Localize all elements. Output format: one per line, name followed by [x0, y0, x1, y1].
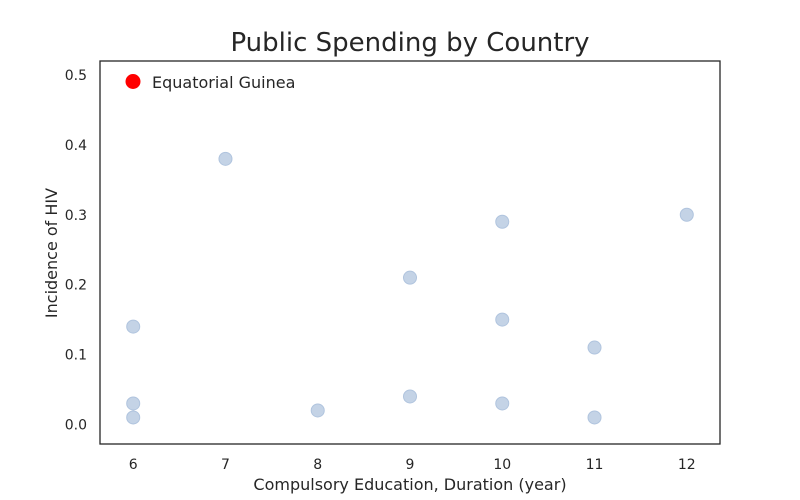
legend-label: Equatorial Guinea — [152, 73, 295, 92]
data-point — [403, 389, 417, 404]
x-tick-label: 9 — [406, 457, 415, 473]
y-tick-label: 0.5 — [65, 68, 87, 84]
data-points — [126, 151, 694, 425]
y-tick-label: 0.2 — [65, 278, 87, 294]
y-tick-label: 0.1 — [65, 348, 87, 364]
data-point — [310, 403, 325, 418]
x-tick-label: 10 — [493, 457, 511, 473]
x-tick-label: 11 — [586, 457, 604, 473]
data-point — [495, 396, 510, 411]
y-axis-ticks: 0.0 0.1 0.2 0.3 0.4 0.5 — [65, 68, 87, 433]
x-tick-label: 12 — [678, 457, 696, 473]
y-tick-label: 0.3 — [65, 208, 87, 224]
data-point — [679, 207, 694, 222]
data-point — [495, 312, 510, 327]
x-tick-label: 7 — [221, 457, 230, 473]
x-tick-label: 8 — [313, 457, 322, 473]
chart-title: Public Spending by Country — [230, 28, 589, 58]
data-point — [587, 410, 602, 425]
data-point — [403, 270, 417, 285]
x-axis-ticks: 6 7 8 9 10 11 12 — [129, 457, 696, 473]
x-tick-label: 6 — [129, 457, 138, 473]
data-point — [126, 410, 141, 425]
data-point — [126, 396, 141, 411]
legend: Equatorial Guinea — [125, 73, 295, 92]
y-axis-title: Incidence of HIV — [42, 188, 61, 318]
y-tick-label: 0.4 — [65, 138, 87, 154]
data-point — [218, 151, 233, 166]
data-point — [587, 340, 602, 355]
y-tick-label: 0.0 — [65, 417, 87, 433]
x-axis-title: Compulsory Education, Duration (year) — [253, 475, 566, 494]
data-point — [495, 214, 510, 229]
legend-marker — [125, 74, 141, 89]
data-point — [126, 319, 141, 334]
plot-area — [99, 60, 721, 445]
